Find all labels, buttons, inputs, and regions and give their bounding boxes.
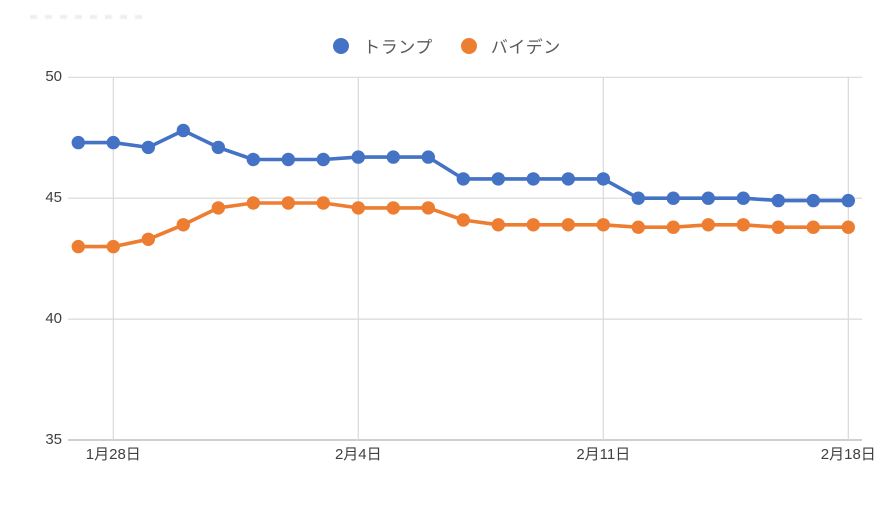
data-point-0-20	[771, 193, 785, 208]
data-point-1-15	[596, 218, 610, 232]
x-tick-label-2: 2月11日	[576, 446, 631, 463]
data-point-1-16	[631, 220, 645, 234]
data-point-0-0	[71, 135, 86, 150]
data-point-0-9	[386, 150, 400, 164]
data-point-0-5	[246, 152, 260, 167]
data-point-1-5	[246, 196, 260, 210]
data-point-0-2	[141, 140, 155, 155]
legend-label-trump: トランプ	[363, 38, 433, 57]
y-tick-label-40: 40	[45, 310, 62, 328]
data-point-0-3	[176, 123, 190, 138]
data-point-1-12	[491, 218, 505, 232]
data-point-0-8	[351, 150, 365, 164]
series-line-0	[76, 128, 851, 203]
data-point-0-21	[806, 193, 820, 208]
data-point-0-17	[666, 191, 680, 205]
data-point-1-6	[281, 196, 295, 210]
y-tick-label-35: 35	[45, 431, 62, 448]
data-point-1-20	[771, 220, 785, 234]
data-point-0-12	[491, 172, 505, 186]
data-point-1-1	[106, 239, 121, 254]
data-point-1-8	[351, 201, 365, 215]
data-point-0-7	[316, 152, 330, 167]
faded-title-artifact	[30, 15, 148, 19]
legend-item-biden: バイデン	[460, 33, 561, 58]
data-point-1-19	[736, 218, 750, 232]
data-point-0-4	[211, 140, 225, 155]
x-tick-label-0: 1月28日	[85, 446, 141, 463]
biden-series-marker-icon	[460, 37, 477, 54]
data-point-0-18	[701, 191, 715, 205]
data-point-0-10	[421, 150, 435, 164]
data-point-1-13	[526, 218, 540, 232]
data-point-1-14	[561, 218, 575, 232]
data-point-0-22	[841, 193, 855, 208]
data-point-1-17	[666, 220, 680, 234]
x-tick-label-1: 2月4日	[334, 446, 382, 463]
data-point-0-14	[561, 172, 575, 186]
data-point-1-9	[386, 201, 400, 215]
data-point-0-1	[106, 135, 121, 150]
chart-legend: トランプ バイデン	[0, 33, 894, 58]
data-point-1-3	[176, 218, 190, 232]
data-point-1-18	[701, 218, 715, 232]
data-point-0-15	[596, 172, 610, 186]
data-point-1-11	[456, 213, 470, 227]
data-point-1-4	[211, 201, 225, 215]
data-point-1-22	[841, 220, 855, 234]
data-point-0-6	[281, 152, 295, 167]
y-tick-label-45: 45	[45, 189, 62, 207]
data-point-0-19	[736, 191, 750, 205]
data-point-1-21	[806, 220, 820, 234]
legend-item-trump: トランプ	[333, 33, 433, 58]
x-tick-label-3: 2月18日	[820, 446, 876, 463]
y-tick-label-50: 50	[45, 68, 62, 86]
data-point-0-16	[631, 191, 645, 205]
data-point-0-11	[456, 172, 470, 186]
data-point-1-0	[71, 239, 86, 254]
trump-series-marker-icon	[333, 37, 350, 54]
data-point-1-2	[141, 232, 155, 246]
data-point-0-13	[526, 172, 540, 186]
legend-label-biden: バイデン	[490, 38, 561, 57]
data-point-1-7	[316, 196, 330, 210]
data-point-1-10	[421, 201, 435, 215]
